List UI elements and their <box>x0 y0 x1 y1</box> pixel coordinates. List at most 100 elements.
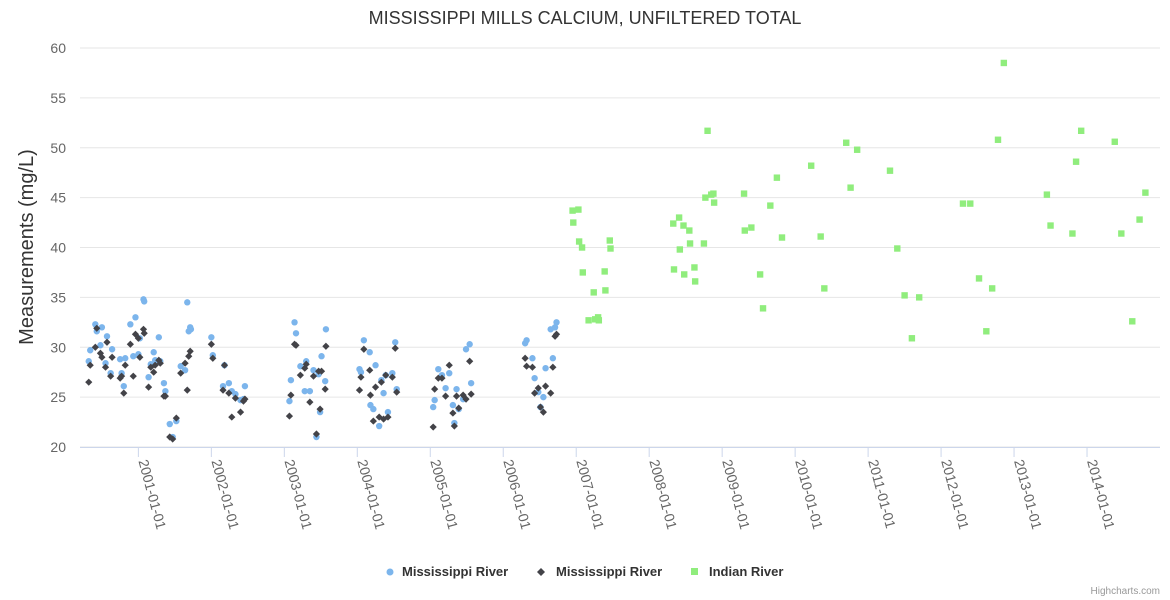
data-point-diamond[interactable] <box>228 413 236 421</box>
data-point-diamond[interactable] <box>452 392 461 400</box>
data-point-diamond[interactable] <box>455 404 463 412</box>
data-point-diamond[interactable] <box>96 349 105 357</box>
legend-item-mississippi-river-diamond[interactable]: Mississippi River <box>537 564 662 579</box>
data-point-diamond[interactable] <box>438 374 446 382</box>
data-point-square[interactable] <box>590 289 597 296</box>
data-point-diamond[interactable] <box>103 338 111 346</box>
data-point-square[interactable] <box>686 240 694 247</box>
data-point-square[interactable] <box>1111 138 1118 145</box>
data-point-diamond[interactable] <box>101 363 110 371</box>
data-point-circle[interactable] <box>241 382 249 390</box>
legend-item-mississippi-river-circle[interactable]: Mississippi River <box>386 564 509 579</box>
data-point-circle[interactable] <box>384 408 392 416</box>
data-point-square[interactable] <box>675 214 683 221</box>
data-point-circle[interactable] <box>449 401 457 409</box>
data-point-diamond[interactable] <box>169 435 177 443</box>
data-point-diamond[interactable] <box>181 359 189 367</box>
data-point-circle[interactable] <box>466 341 473 348</box>
data-point-circle[interactable] <box>318 353 325 360</box>
data-point-diamond[interactable] <box>241 395 249 403</box>
data-point-diamond[interactable] <box>466 357 474 365</box>
data-point-circle[interactable] <box>429 403 437 411</box>
data-point-circle[interactable] <box>310 366 317 374</box>
data-point-square[interactable] <box>607 245 614 252</box>
data-point-diamond[interactable] <box>393 388 401 396</box>
data-point-square[interactable] <box>570 219 577 226</box>
data-point-square[interactable] <box>741 227 748 234</box>
data-point-circle[interactable] <box>219 382 227 390</box>
data-point-circle[interactable] <box>155 334 163 341</box>
data-point-diamond[interactable] <box>166 433 174 441</box>
data-point-circle[interactable] <box>181 366 189 374</box>
data-point-square[interactable] <box>748 224 755 231</box>
data-point-circle[interactable] <box>306 387 314 395</box>
data-point-square[interactable] <box>579 269 586 276</box>
data-point-diamond[interactable] <box>140 329 148 337</box>
data-point-diamond[interactable] <box>108 353 116 361</box>
data-point-diamond[interactable] <box>382 371 390 379</box>
data-point-diamond[interactable] <box>366 391 375 399</box>
data-point-circle[interactable] <box>177 363 184 370</box>
data-point-square[interactable] <box>686 227 693 234</box>
data-point-circle[interactable] <box>150 349 157 356</box>
data-point-diamond[interactable] <box>144 383 153 391</box>
data-point-diamond[interactable] <box>309 372 318 380</box>
data-point-circle[interactable] <box>360 337 368 344</box>
data-point-square[interactable] <box>704 127 711 134</box>
data-point-square[interactable] <box>1000 59 1008 67</box>
data-point-square[interactable] <box>983 328 990 335</box>
data-point-circle[interactable] <box>108 346 116 353</box>
data-point-diamond[interactable] <box>312 430 321 438</box>
data-point-square[interactable] <box>680 222 687 229</box>
data-point-circle[interactable] <box>392 339 399 346</box>
data-point-diamond[interactable] <box>536 403 545 411</box>
data-point-diamond[interactable] <box>366 366 374 374</box>
data-point-diamond[interactable] <box>156 359 164 367</box>
data-point-square[interactable] <box>1043 191 1051 198</box>
data-point-circle[interactable] <box>389 369 396 377</box>
data-point-diamond[interactable] <box>129 372 137 380</box>
data-point-diamond[interactable] <box>225 389 233 397</box>
data-point-diamond[interactable] <box>209 354 217 362</box>
data-point-square[interactable] <box>975 275 983 282</box>
data-point-diamond[interactable] <box>450 422 458 430</box>
data-point-circle[interactable] <box>357 368 365 376</box>
data-point-diamond[interactable] <box>126 340 134 348</box>
data-point-square[interactable] <box>702 194 709 201</box>
data-point-circle[interactable] <box>462 346 470 353</box>
data-point-diamond[interactable] <box>321 385 329 393</box>
data-point-square[interactable] <box>681 271 688 278</box>
data-point-diamond[interactable] <box>91 343 99 351</box>
data-point-diamond[interactable] <box>183 386 191 394</box>
data-point-circle[interactable] <box>549 355 557 362</box>
data-point-diamond[interactable] <box>177 369 185 377</box>
data-point-diamond[interactable] <box>316 405 324 413</box>
data-point-diamond[interactable] <box>317 367 326 375</box>
data-point-diamond[interactable] <box>306 398 314 406</box>
data-point-circle[interactable] <box>453 385 460 393</box>
data-point-circle[interactable] <box>127 321 134 328</box>
data-point-diamond[interactable] <box>296 371 304 379</box>
data-point-circle[interactable] <box>431 396 438 404</box>
data-point-circle[interactable] <box>531 374 538 382</box>
data-point-diamond[interactable] <box>120 389 128 397</box>
data-point-square[interactable] <box>821 285 828 292</box>
data-point-diamond[interactable] <box>107 372 115 380</box>
data-point-square[interactable] <box>756 271 764 278</box>
data-point-square[interactable] <box>778 234 786 241</box>
data-point-diamond[interactable] <box>449 409 457 417</box>
data-point-circle[interactable] <box>366 349 373 356</box>
data-point-diamond[interactable] <box>531 389 539 397</box>
data-point-diamond[interactable] <box>528 363 537 371</box>
data-point-square[interactable] <box>602 287 609 294</box>
data-point-diamond[interactable] <box>172 414 180 422</box>
data-point-square[interactable] <box>700 240 708 247</box>
data-point-square[interactable] <box>575 206 582 213</box>
data-point-circle[interactable] <box>529 355 536 362</box>
data-point-diamond[interactable] <box>98 353 106 361</box>
data-point-circle[interactable] <box>122 355 129 362</box>
data-point-diamond[interactable] <box>292 341 300 349</box>
data-point-circle[interactable] <box>160 379 168 387</box>
data-point-square[interactable] <box>988 285 996 292</box>
data-point-circle[interactable] <box>232 390 239 398</box>
